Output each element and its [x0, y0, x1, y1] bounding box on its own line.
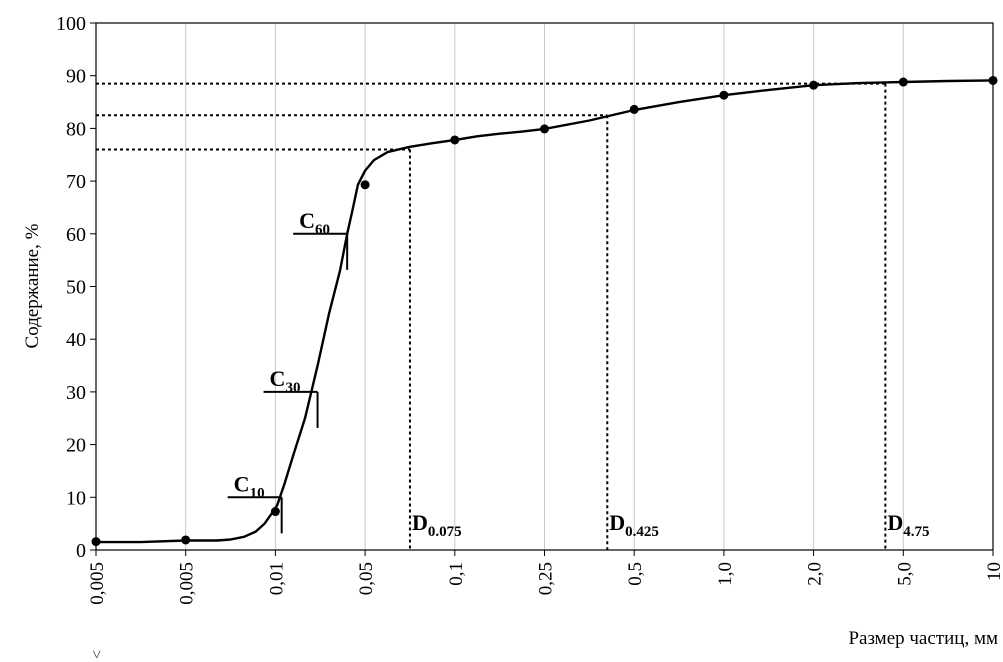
d-marker-label: D0.075: [412, 510, 462, 540]
x-tick-label: 0,005: [87, 562, 108, 605]
data-point: [91, 537, 101, 547]
x-tick-label: 0,25: [536, 562, 557, 595]
y-ticks: 0 10 20 30 40 50 60 70 80 90 100: [56, 13, 96, 562]
gradation-line: [96, 79, 994, 544]
data-point: [988, 75, 998, 85]
y-tick-label: 30: [66, 382, 86, 404]
d-marker-subscript: 0.425: [625, 524, 659, 540]
c-marker-subscript: 30: [285, 380, 300, 396]
vertical-gridlines: [185, 23, 904, 550]
x-tick-label: 0,005: [177, 562, 198, 605]
d-marker-subscript: 0.075: [428, 524, 462, 540]
c-marker-subscript: 10: [250, 485, 265, 501]
c-marker-subscript: 60: [315, 222, 330, 238]
y-tick-label: 50: [66, 277, 86, 299]
x-tick-label: 2,0: [805, 562, 826, 586]
x-tick-label: 1,0: [715, 562, 736, 586]
y-tick-label: 70: [66, 171, 86, 193]
y-axis-title: Содержание, %: [22, 223, 43, 348]
data-point: [898, 77, 908, 87]
y-tick-label: 10: [66, 487, 86, 509]
x-tick-label: 0,05: [356, 562, 377, 595]
data-point: [719, 90, 729, 100]
d-marker-label: D4.75: [887, 510, 929, 540]
gradation-curve: [96, 79, 994, 544]
data-point: [360, 180, 370, 190]
y-tick-label: 100: [56, 13, 86, 35]
data-point: [270, 507, 280, 517]
reference-lines: [96, 82, 887, 550]
x-tick-label: 10: [984, 562, 1003, 581]
corner-note: <: [89, 650, 106, 659]
x-axis-title: Размер частиц, мм: [848, 628, 998, 649]
data-point: [450, 135, 460, 145]
x-tick-label: 0,1: [446, 562, 467, 586]
x-tick-label: 0,01: [266, 562, 287, 595]
data-point: [629, 104, 639, 114]
d-markers: D0.075 D0.425 D4.75: [412, 510, 930, 540]
x-ticks: 0,005 0,005 0,01 0,05 0,1 0,25 0,5 1,0 2,0 5,0 10: [87, 550, 1003, 605]
x-tick-label: 5,0: [894, 562, 915, 586]
y-tick-label: 90: [66, 66, 86, 88]
data-point: [809, 80, 819, 90]
y-tick-label: 60: [66, 224, 86, 246]
y-tick-label: 0: [76, 540, 86, 562]
data-point: [181, 535, 191, 545]
y-tick-label: 40: [66, 329, 86, 351]
data-points: [91, 75, 998, 547]
data-point: [540, 124, 549, 134]
y-tick-label: 20: [66, 435, 86, 457]
y-tick-label: 80: [66, 118, 86, 140]
d-marker-subscript: 4.75: [903, 524, 929, 540]
c-marker-label: C10: [234, 471, 265, 501]
x-tick-label: 0,5: [625, 562, 646, 586]
